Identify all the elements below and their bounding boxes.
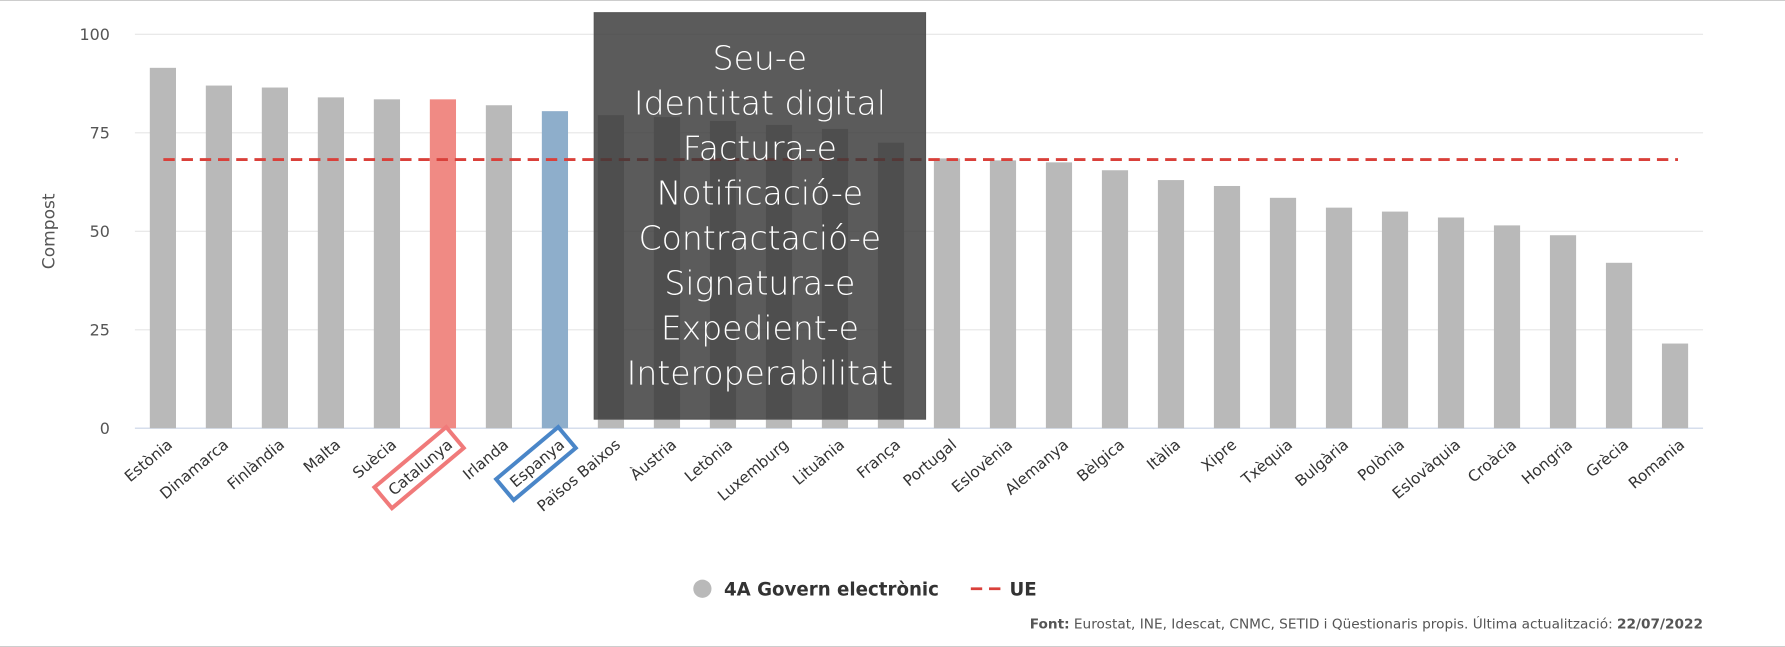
bar — [485, 105, 513, 429]
overlay-line: Interoperabilitat — [627, 353, 894, 392]
bar — [1269, 197, 1297, 429]
bar — [541, 111, 569, 429]
source-label: Font: — [1030, 617, 1070, 633]
y-tick-label: 0 — [100, 419, 110, 438]
overlay-line: Expedient-e — [661, 308, 859, 347]
overlay-line: Identitat digital — [634, 84, 886, 123]
overlay-line: Notificació-e — [657, 174, 863, 213]
y-tick-label: 25 — [90, 320, 110, 339]
bar — [989, 160, 1017, 429]
bar — [1045, 162, 1073, 429]
bar — [429, 99, 457, 429]
legend-swatch — [693, 579, 712, 598]
bar — [1605, 262, 1633, 429]
bar — [933, 158, 961, 429]
bar — [1381, 211, 1409, 429]
overlay-box — [593, 12, 927, 420]
bar — [1325, 207, 1353, 429]
bar — [205, 85, 232, 429]
y-tick-label: 100 — [79, 25, 109, 44]
label-highlight — [371, 424, 467, 512]
y-axis-label: Compost — [40, 193, 60, 269]
overlay-line: Contractació-e — [639, 219, 882, 258]
overlay-line: Signatura-e — [664, 263, 855, 302]
source-text: Eurostat, INE, Idescat, CNMC, SETID i Qü… — [1074, 615, 1613, 633]
bar — [1549, 235, 1577, 429]
bar — [1493, 225, 1521, 429]
bar — [317, 97, 345, 429]
overlay-line: Factura-e — [683, 129, 837, 168]
legend-label: 4A Govern electrònic — [724, 580, 939, 601]
bar — [1661, 343, 1689, 429]
bar — [149, 67, 176, 429]
source: Font: Eurostat, INE, Idescat, CNMC, SETI… — [1030, 615, 1703, 633]
label-highlight — [493, 424, 579, 503]
overlay-line: Seu-e — [713, 39, 807, 78]
bar — [1157, 180, 1185, 429]
bar — [1213, 185, 1241, 429]
bar — [1437, 217, 1465, 429]
bar — [373, 99, 401, 429]
bar — [261, 87, 289, 429]
y-tick-label: 50 — [90, 222, 110, 241]
legend-label: UE — [1010, 580, 1037, 601]
bar — [1101, 170, 1129, 429]
source-date: 22/07/2022 — [1617, 617, 1703, 633]
y-tick-label: 75 — [90, 124, 110, 143]
